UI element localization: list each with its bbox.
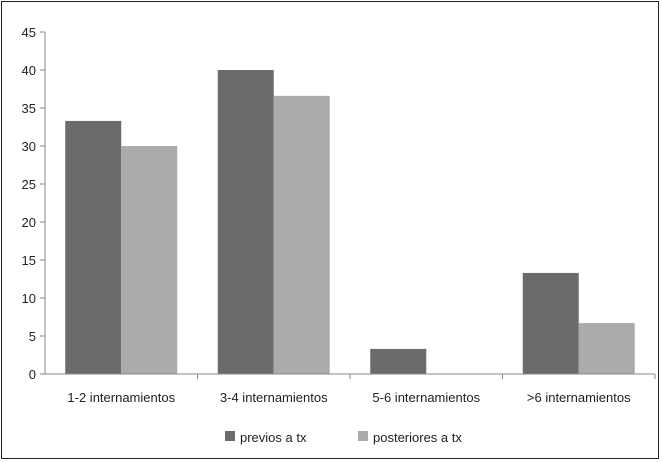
- x-tick-label: 3-4 internamientos: [220, 390, 328, 405]
- legend: previos a tx posteriores a tx: [225, 430, 462, 445]
- bar-posteriores-4: [578, 323, 635, 374]
- y-tick-label: 20: [22, 215, 36, 230]
- bar-posteriores-2: [273, 95, 330, 374]
- bar-previos-2: [217, 70, 274, 374]
- bar-previos-1: [65, 120, 122, 374]
- y-tick-label: 35: [22, 101, 36, 116]
- x-tick-label: >6 internamientos: [527, 390, 631, 405]
- y-tick-label: 40: [22, 63, 36, 78]
- y-tick-label: 5: [29, 329, 36, 344]
- y-tick-label: 10: [22, 291, 36, 306]
- bar-previos-3: [370, 348, 427, 374]
- y-tick-label: 15: [22, 253, 36, 268]
- bar-posteriores-1: [121, 146, 178, 374]
- bar-previos-4: [522, 272, 579, 374]
- legend-swatch: [358, 431, 368, 441]
- y-axis: 0 5 10 15 20 25 30 35 40 45: [22, 25, 46, 382]
- y-tick-label: 45: [22, 25, 36, 40]
- x-tick-label: 5-6 internamientos: [372, 390, 480, 405]
- bars: [65, 70, 635, 374]
- legend-swatch: [225, 431, 235, 441]
- legend-label: previos a tx: [240, 430, 307, 445]
- y-tick-label: 30: [22, 139, 36, 154]
- legend-label: posteriores a tx: [373, 430, 462, 445]
- x-axis: 1-2 internamientos 3-4 internamientos 5-6 …: [45, 373, 656, 405]
- x-tick-label: 1-2 internamientos: [67, 390, 175, 405]
- y-tick-label: 25: [22, 177, 36, 192]
- y-tick-label: 0: [29, 367, 36, 382]
